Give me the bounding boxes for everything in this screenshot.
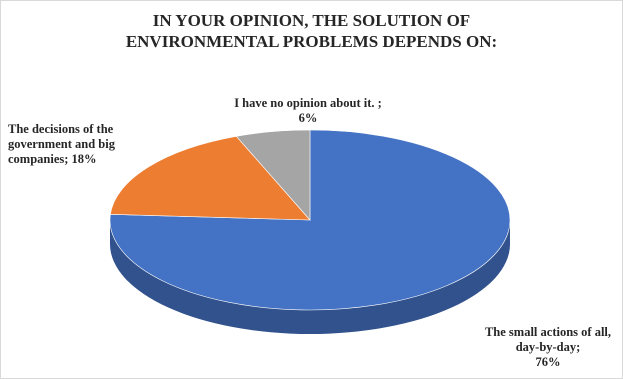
- slice-label-no-opinion-line-2: 6%: [298, 111, 318, 125]
- chart-title-line-1: IN YOUR OPINION, THE SOLUTION OF: [152, 11, 471, 30]
- slice-label-government-line-3: companies; 18%: [8, 152, 97, 166]
- slice-label-government: The decisions of the government and big …: [8, 122, 178, 167]
- slice-label-small-actions-line-2: day-by-day;: [515, 340, 581, 354]
- slice-label-small-actions-line-1: The small actions of all,: [484, 325, 612, 339]
- slice-label-small-actions: The small actions of all, day-by-day; 76…: [473, 325, 623, 370]
- slice-label-government-line-1: The decisions of the: [8, 122, 114, 136]
- chart-title: IN YOUR OPINION, THE SOLUTION OF ENVIRON…: [0, 10, 623, 52]
- slice-label-government-line-2: government and big: [8, 137, 115, 151]
- pie-slice-1: [110, 135, 311, 221]
- chart-title-line-2: ENVIRONMENTAL PROBLEMS DEPENDS ON:: [125, 32, 498, 51]
- pie-slice-2: [235, 129, 311, 221]
- pie-slice-side-0-0: [110, 220, 510, 334]
- slice-label-no-opinion: I have no opinion about it. ; 6%: [215, 96, 401, 126]
- slice-label-small-actions-line-3: 76%: [535, 355, 561, 369]
- slice-label-no-opinion-line-1: I have no opinion about it. ;: [234, 96, 382, 110]
